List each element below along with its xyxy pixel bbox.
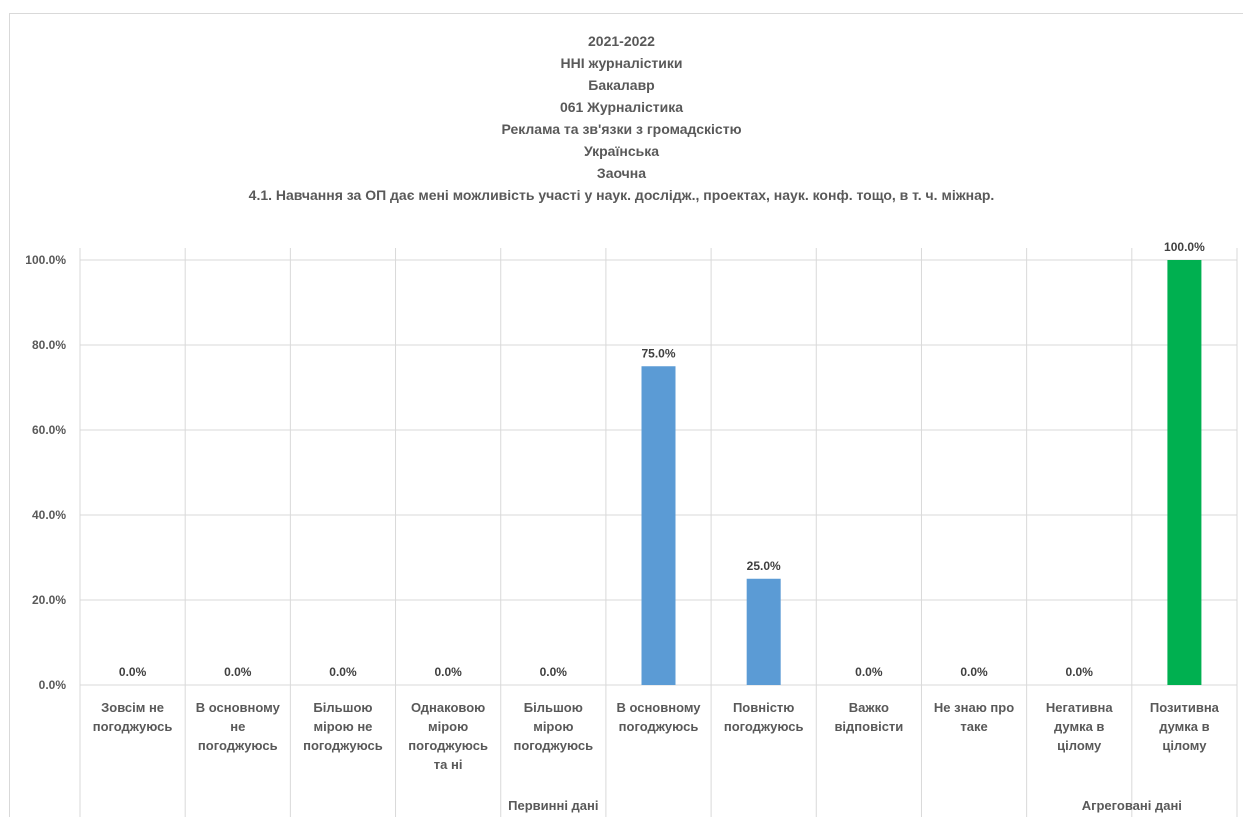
category-label: В основному: [196, 700, 281, 715]
data-label: 25.0%: [747, 559, 781, 573]
category-label: погоджуюсь: [303, 738, 383, 753]
data-label: 0.0%: [855, 665, 883, 679]
title-program: Реклама та зв'язки з громадскістю: [501, 121, 742, 137]
chart-frame: [9, 13, 1243, 817]
category-label: погоджуюсь: [198, 738, 278, 753]
category-label: Більшою: [313, 700, 372, 715]
title-specialty: 061 Журналістика: [559, 99, 684, 115]
category-label: таке: [960, 719, 987, 734]
category-label: Позитивна: [1150, 700, 1220, 715]
bar: [746, 578, 781, 685]
title-institute: ННІ журналістики: [560, 55, 683, 71]
category-label: погоджуюсь: [93, 719, 173, 734]
category-label: цілому: [1057, 738, 1102, 753]
category-label: Однаковою: [411, 700, 485, 715]
title-degree: Бакалавр: [588, 77, 655, 93]
category-label: погоджуюсь: [619, 719, 699, 734]
category-label: цілому: [1162, 738, 1207, 753]
title-language: Українська: [583, 143, 660, 159]
category-label: думка в: [1054, 719, 1104, 734]
category-label: Важко: [849, 700, 889, 715]
category-label: Негативна: [1046, 700, 1113, 715]
data-label: 0.0%: [1066, 665, 1094, 679]
category-label: погоджуюсь: [408, 738, 488, 753]
group-label: Агреговані дані: [1082, 798, 1182, 813]
title-study-form: Заочна: [596, 165, 647, 181]
category-label: та ні: [434, 757, 463, 772]
data-label: 0.0%: [119, 665, 147, 679]
bar: [1167, 260, 1202, 685]
category-label: Більшою: [524, 700, 583, 715]
data-label: 0.0%: [224, 665, 252, 679]
category-label: мірою: [533, 719, 573, 734]
title-year: 2021-2022: [588, 33, 655, 49]
category-label: погоджуюсь: [724, 719, 804, 734]
category-label: В основному: [616, 700, 701, 715]
data-label: 0.0%: [540, 665, 568, 679]
data-label: 100.0%: [1164, 240, 1205, 254]
category-label: мірою не: [314, 719, 373, 734]
category-label: погоджуюсь: [513, 738, 593, 753]
y-tick-label: 0.0%: [39, 678, 67, 692]
y-tick-label: 100.0%: [25, 253, 66, 267]
category-label: Повністю: [733, 700, 794, 715]
group-label: Первинні дані: [508, 798, 598, 813]
y-tick-label: 60.0%: [32, 423, 66, 437]
y-tick-label: 40.0%: [32, 508, 66, 522]
category-label: Зовсім не: [101, 700, 164, 715]
data-label: 0.0%: [329, 665, 357, 679]
y-tick-label: 20.0%: [32, 593, 66, 607]
y-tick-label: 80.0%: [32, 338, 66, 352]
data-label: 75.0%: [641, 346, 675, 360]
category-label: відповісти: [834, 719, 903, 734]
data-label: 0.0%: [434, 665, 462, 679]
title-question: 4.1. Навчання за ОП дає мені можливість …: [248, 187, 995, 203]
category-label: Не знаю про: [934, 700, 1014, 715]
category-label: думка в: [1159, 719, 1209, 734]
chart-title: 2021-2022 ННІ журналістики Бакалавр 061 …: [0, 30, 1243, 206]
category-label: мірою: [428, 719, 468, 734]
category-label: не: [230, 719, 245, 734]
data-label: 0.0%: [960, 665, 988, 679]
bar: [641, 366, 676, 685]
